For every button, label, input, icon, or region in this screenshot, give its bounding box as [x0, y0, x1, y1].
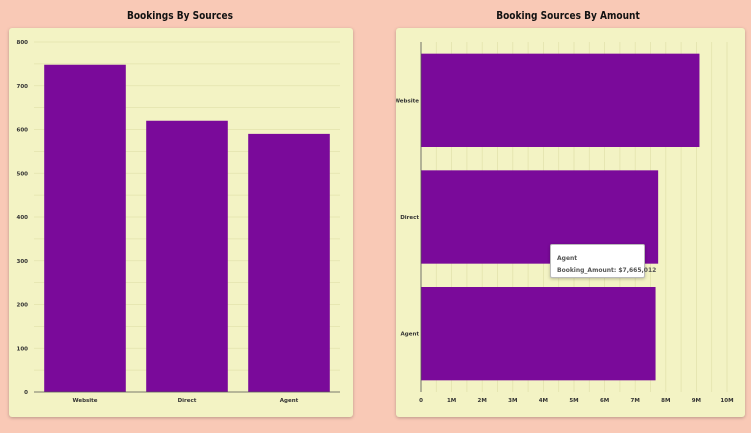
bar-website: [421, 53, 700, 147]
y-tick-label: 400: [17, 215, 29, 221]
chart-title-bookings-by-sources: Bookings By Sources: [126, 9, 234, 22]
tooltip-value: Booking_Amount: $7,665,012: [557, 267, 657, 274]
chart-title-booking-sources-by-amount: Booking Sources By Amount: [496, 9, 640, 22]
x-tick-label: 2M: [478, 398, 487, 404]
x-tick-label: Direct: [178, 398, 197, 404]
booking-sources-by-amount-panel: 0 1M 2M 3M 4M 5M 6M 7M 8M 9M 10M Website Direct Agent: [394, 28, 745, 417]
y-tick-label: 200: [17, 303, 29, 309]
y-tick-label: 500: [17, 171, 29, 177]
x-tick-label: 5M: [569, 398, 578, 404]
bar-direct: [146, 120, 228, 392]
y-tick-label: Direct: [400, 215, 419, 221]
bar-agent: [248, 133, 330, 392]
y-tick-label: Website: [396, 98, 419, 104]
bar-agent: [421, 287, 656, 381]
y-tick-label: 600: [17, 128, 29, 134]
x-tick-label: Agent: [280, 398, 299, 404]
y-tick-label: 300: [17, 259, 29, 265]
x-tick-label: 0: [419, 398, 423, 404]
y-tick-label: 0: [24, 390, 28, 396]
y-tick-label: Agent: [401, 332, 420, 338]
y-tick-label: 800: [17, 40, 29, 46]
x-tick-label: 3M: [508, 398, 517, 404]
x-tick-label: 10M: [720, 398, 733, 404]
y-tick-label: 100: [17, 346, 29, 352]
x-tick-label: 6M: [600, 398, 609, 404]
y-tick-label: 700: [17, 84, 29, 90]
x-tick-label: 8M: [661, 398, 670, 404]
x-tick-label: 9M: [692, 398, 701, 404]
booking-sources-by-amount-chart: 0 1M 2M 3M 4M 5M 6M 7M 8M 9M 10M Website Direct Agent: [394, 42, 734, 404]
tooltip-category: Agent: [557, 255, 578, 262]
bookings-by-sources-panel: 0 100 200 300 400 500 600 700 800 Website Direct Ag…: [9, 28, 353, 417]
x-tick-label: Website: [72, 398, 97, 404]
bookings-by-sources-chart: 0 100 200 300 400 500 600 700 800 Website Direct Ag…: [17, 40, 340, 404]
bar-website: [44, 64, 126, 392]
x-tick-label: 4M: [539, 398, 548, 404]
x-tick-label: 1M: [447, 398, 456, 404]
x-tick-label: 7M: [631, 398, 640, 404]
chart-tooltip: Agent Booking_Amount: $7,665,012: [550, 244, 657, 278]
